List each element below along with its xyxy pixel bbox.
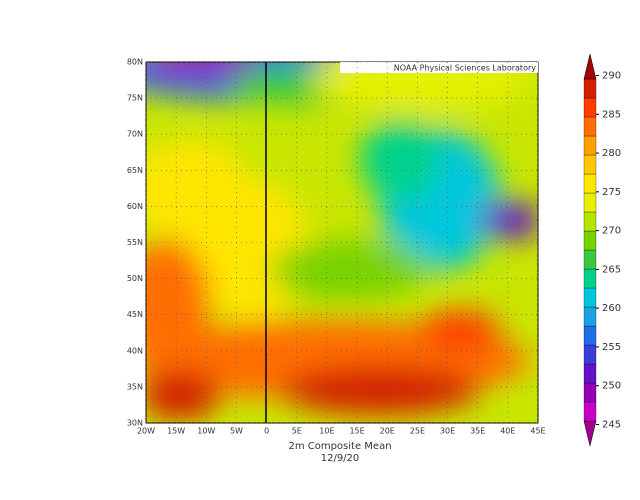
- lat-label: 50N: [127, 274, 143, 283]
- lat-label: 60N: [127, 202, 143, 211]
- colorbar-label: 290: [602, 71, 621, 82]
- colorbar-label: 265: [602, 264, 621, 275]
- colorbar-band: [583, 287, 597, 308]
- lon-label: 10E: [319, 427, 334, 436]
- colorbar-label: 255: [602, 342, 621, 353]
- colorbar-band: [583, 173, 597, 194]
- colorbar-band: [583, 344, 597, 365]
- lon-label: 25E: [410, 427, 425, 436]
- title: 2m Composite Mean: [288, 441, 391, 452]
- lon-label: 15W: [167, 427, 185, 436]
- colorbar-label: 285: [602, 109, 621, 120]
- lon-label: 0: [264, 427, 269, 436]
- colorbar-band: [583, 249, 597, 270]
- colorbar-label: 250: [602, 381, 621, 392]
- colorbar-band: [583, 382, 597, 403]
- lon-label: 20W: [137, 427, 155, 436]
- colorbar-label: 280: [602, 148, 621, 159]
- colorbar-band: [583, 97, 597, 118]
- lon-label: 5E: [292, 427, 302, 436]
- colorbar-band: [583, 116, 597, 137]
- colorbar-band: [583, 135, 597, 156]
- credit: NOAA Physical Sciences Laboratory: [394, 64, 537, 73]
- colorbar-label: 270: [602, 226, 621, 237]
- lat-label: 80N: [127, 58, 143, 67]
- colorbar-label: 260: [602, 303, 621, 314]
- credit-box: [340, 62, 538, 73]
- colorbar-arrow: [583, 420, 597, 447]
- lon-label: 15E: [349, 427, 364, 436]
- lat-label: 70N: [127, 130, 143, 139]
- colorbar-label: 245: [602, 419, 621, 430]
- colorbar-label: 275: [602, 187, 621, 198]
- colorbar-band: [583, 230, 597, 251]
- lat-label: 75N: [127, 94, 143, 103]
- colorbar-band: [583, 154, 597, 175]
- lon-label: 10W: [197, 427, 215, 436]
- lat-label: 30N: [127, 419, 143, 428]
- lat-label: 65N: [127, 166, 143, 175]
- colorbar-band: [583, 192, 597, 213]
- lon-label: 20E: [380, 427, 395, 436]
- colorbar-band: [583, 325, 597, 346]
- lat-label: 45N: [127, 310, 143, 319]
- lat-label: 40N: [127, 346, 143, 355]
- lon-label: 45E: [530, 427, 545, 436]
- lat-label: 55N: [127, 238, 143, 247]
- colorbar-band: [583, 268, 597, 289]
- colorbar-band: [583, 363, 597, 384]
- lon-label: 30E: [440, 427, 455, 436]
- temperature-field: [146, 62, 538, 423]
- colorbar-band: [583, 211, 597, 232]
- colorbar-band: [583, 306, 597, 327]
- lon-label: 40E: [500, 427, 515, 436]
- lat-label: 35N: [127, 382, 143, 391]
- lon-label: 35E: [470, 427, 485, 436]
- colorbar-band: [583, 78, 597, 99]
- colorbar-band: [583, 401, 597, 422]
- lon-label: 5W: [230, 427, 243, 436]
- date: 12/9/20: [321, 453, 360, 464]
- colorbar-arrow: [583, 53, 597, 80]
